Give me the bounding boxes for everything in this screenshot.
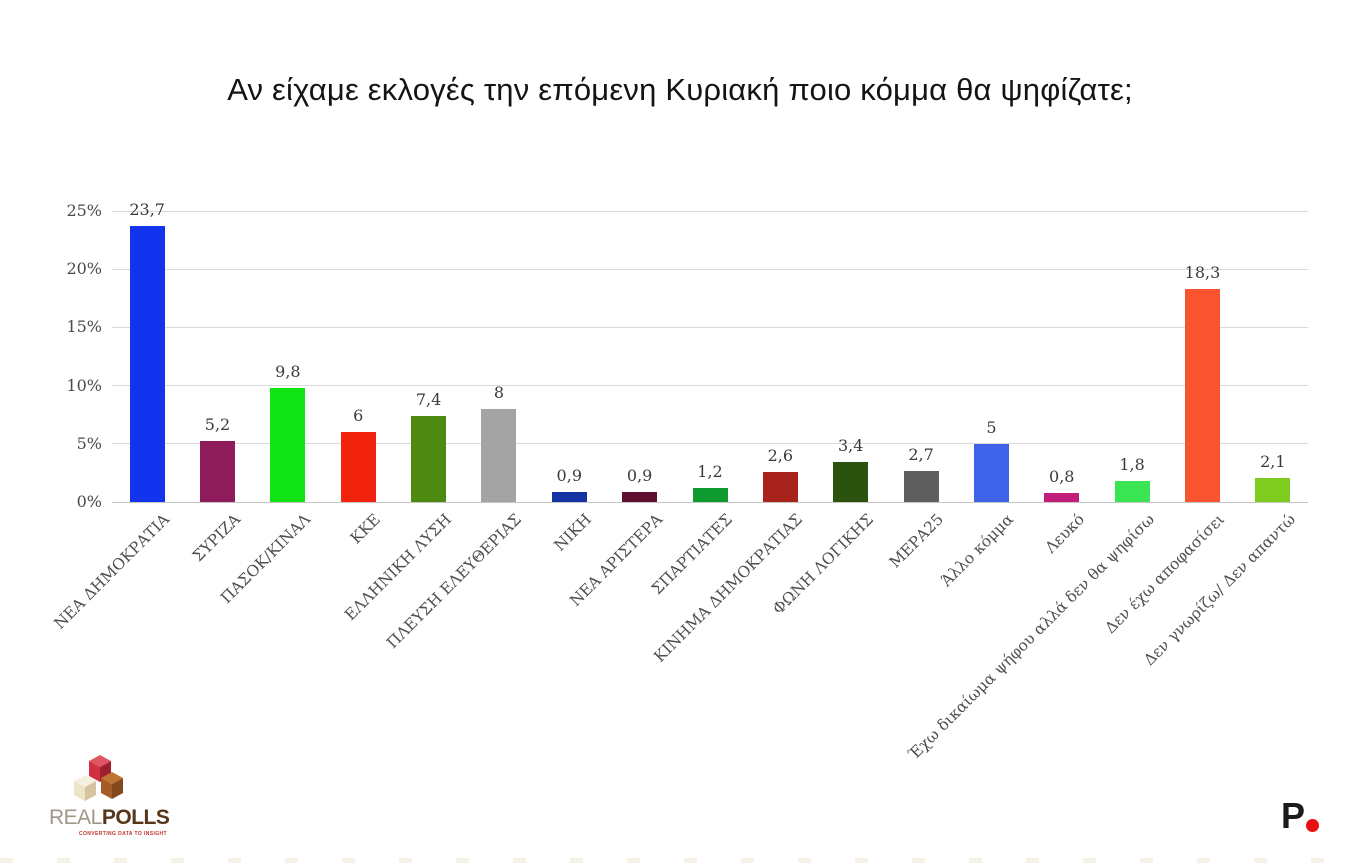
p-logo-red-dot — [1306, 819, 1320, 832]
gridline — [112, 501, 1308, 503]
bar-value-label: 9,8 — [275, 361, 301, 381]
gridline — [112, 385, 1308, 387]
bar-value-label: 7,4 — [415, 389, 442, 409]
y-axis-tick-label: 15% — [66, 317, 102, 337]
bar-value-label: 5,2 — [204, 415, 231, 435]
bar-value-label: 5 — [986, 417, 997, 437]
realpolls-tagline: CONVERTING DATA TO INSIGHT — [79, 831, 167, 837]
bottom-dashed-line — [0, 858, 1360, 863]
x-axis-label: Δεν γνωρίζω/ Δεν απαντώ — [1140, 510, 1299, 670]
x-axis-label: Δεν έχω αποφασίσει — [1101, 510, 1229, 638]
x-axis-label: Άλλο κόμμα — [937, 510, 1018, 591]
bar — [551, 491, 587, 502]
p-logo-letter: P — [1281, 795, 1306, 836]
bar-value-label: 8 — [493, 382, 505, 402]
gridline — [112, 443, 1308, 445]
gridline — [112, 210, 1308, 212]
bar — [129, 226, 165, 502]
bar-value-label: 18,3 — [1184, 262, 1221, 282]
bar — [692, 488, 728, 502]
bar-value-label: 1,8 — [1119, 455, 1145, 475]
bar-value-label: 2,1 — [1260, 451, 1286, 471]
chart-title: Αν είχαμε εκλογές την επόμενη Κυριακή πο… — [227, 72, 1133, 107]
bar — [622, 491, 658, 502]
x-axis-label: ΕΛΛΗΝΙΚΗ ΛΥΣΗ — [340, 510, 455, 625]
bar-value-label: 2,7 — [908, 444, 934, 464]
bar — [1184, 288, 1220, 502]
y-axis-tick-label: 20% — [66, 259, 102, 279]
bar — [903, 470, 939, 502]
y-axis-tick-label: 25% — [66, 201, 102, 220]
x-axis-label: Έχω δικαίωμα ψήφου αλλά δεν θα ψηφίσω — [904, 510, 1159, 764]
bar — [411, 415, 447, 502]
x-axis-label: ΦΩΝΗ ΛΟΓΙΚΗΣ — [768, 510, 877, 619]
y-axis-tick-label: 10% — [66, 375, 102, 395]
x-axis-label: ΜΕΡΑ25 — [885, 510, 948, 572]
realpolls-wordmark: REALPOLLS — [49, 806, 170, 829]
bar — [270, 387, 306, 502]
bar-value-label: 23,7 — [129, 200, 165, 220]
x-axis-label: ΠΛΕΥΣΗ ΕΛΕΥΘΕΡΙΑΣ — [383, 510, 525, 653]
bar-value-label: 0,9 — [626, 465, 653, 485]
realpolls-wordmark-real: REAL — [49, 806, 102, 829]
bar-value-label: 1,2 — [697, 462, 723, 482]
y-axis-tick-label: 0% — [76, 492, 102, 511]
bar — [1114, 481, 1150, 502]
gridline — [112, 268, 1308, 270]
x-axis-label: ΠΑΣΟΚ/ΚΙΝΑΛ — [217, 510, 314, 608]
bar-value-label: 3,4 — [837, 436, 864, 456]
x-axis-label: ΚΙΝΗΜΑ ΔΗΜΟΚΡΑΤΙΑΣ — [650, 510, 807, 666]
bar — [1044, 492, 1080, 502]
x-axis-label: ΝΙΚΗ — [550, 510, 596, 555]
bar — [833, 462, 869, 502]
bar-value-label: 0,9 — [556, 465, 582, 485]
x-axis-label: ΚΚΕ — [347, 510, 385, 548]
bar — [481, 408, 517, 502]
y-axis-tick-label: 5% — [76, 433, 102, 453]
gridline — [112, 326, 1308, 328]
x-axis-label: Λευκό — [1041, 510, 1088, 557]
bar — [762, 471, 798, 502]
bar-value-label: 2,6 — [767, 445, 794, 465]
realpolls-logo: REALPOLLS CONVERTING DATA TO INSIGHT — [49, 753, 179, 845]
x-axis-label: ΝΕΑ ΑΡΙΣΤΕΡΑ — [565, 510, 666, 610]
p-logo: P — [1281, 795, 1320, 836]
realpolls-wordmark-polls: POLLS — [101, 806, 170, 829]
bar — [340, 432, 376, 502]
bar — [1255, 477, 1291, 502]
bar-value-label: 6 — [353, 406, 364, 426]
bar — [973, 443, 1009, 502]
bar — [200, 441, 236, 502]
bar-value-label: 0,8 — [1049, 466, 1075, 486]
x-axis-label: ΣΠΑΡΤΙΑΤΕΣ — [648, 510, 737, 599]
realpolls-cubes-icon — [74, 755, 123, 801]
